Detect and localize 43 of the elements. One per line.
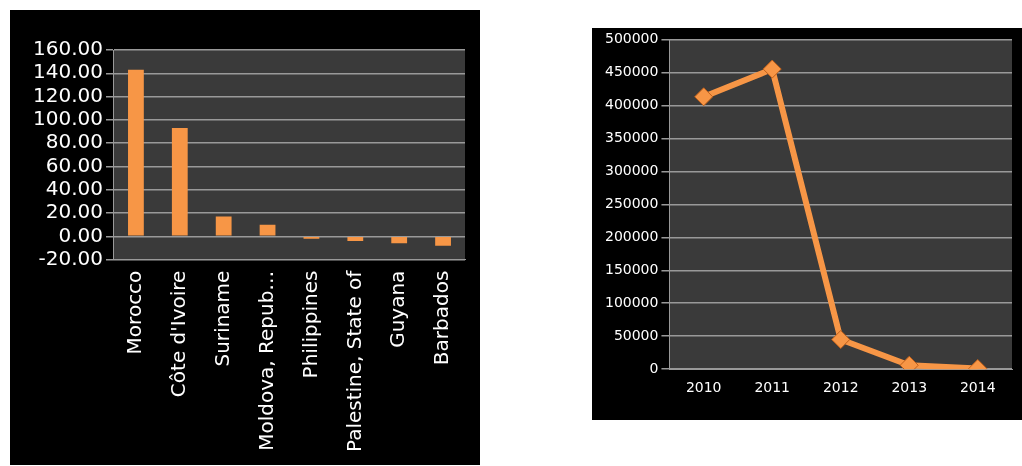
y-tick-label: 450000 — [604, 63, 659, 80]
y-tick-label: 150000 — [604, 260, 659, 277]
x-tick-label: Morocco — [122, 270, 147, 355]
y-tick-label: 300000 — [604, 161, 659, 178]
point — [762, 59, 782, 79]
y-tick-label: 400000 — [604, 96, 659, 112]
y-tick-label: 0.00 — [58, 222, 103, 247]
x-tick-label: Philippines — [297, 270, 322, 379]
bar — [391, 237, 408, 244]
y-tick-label: 80.00 — [45, 129, 103, 154]
bar — [435, 237, 451, 246]
point — [694, 87, 714, 107]
x-tick-label: Côte d'Ivoire — [166, 270, 190, 398]
y-tick-label: 160.00 — [33, 36, 103, 61]
y-tick-label: 100.00 — [33, 106, 103, 131]
x-tick-label: 2012 — [822, 379, 859, 396]
x-tick-label: 2010 — [685, 379, 722, 396]
y-tick-label: 350000 — [604, 128, 659, 145]
x-tick-label: Moldova, Repub… — [253, 270, 278, 451]
bar — [347, 237, 364, 241]
y-tick-label: 500000 — [604, 30, 659, 47]
bar — [215, 216, 232, 236]
x-tick-label: Guyana — [385, 270, 410, 348]
bar — [128, 69, 144, 236]
x-tick-label: 2013 — [891, 379, 928, 396]
bar — [259, 224, 276, 236]
x-tick-label: Palestine, State of — [341, 269, 366, 453]
y-tick-label: 120.00 — [33, 82, 103, 107]
x-tick-label: Suriname — [209, 270, 234, 367]
x-tick-label: 2014 — [959, 379, 996, 396]
y-tick-label: 60.00 — [45, 152, 103, 177]
y-tick-label: 100000 — [604, 293, 659, 310]
y-tick-label: 140.00 — [33, 59, 103, 84]
y-tick-label: -20.00 — [38, 245, 103, 270]
y-tick-label: 20.00 — [45, 199, 103, 224]
x-tick-label: Barbados — [429, 270, 454, 366]
x-tick-label: 2011 — [754, 379, 791, 396]
y-tick-label: 200000 — [604, 227, 659, 244]
y-tick-label: 50000 — [613, 326, 659, 343]
y-tick-label: 40.00 — [45, 175, 103, 200]
bar — [171, 128, 188, 236]
y-tick-label: 0 — [649, 359, 659, 376]
y-tick-label: 250000 — [604, 194, 659, 211]
